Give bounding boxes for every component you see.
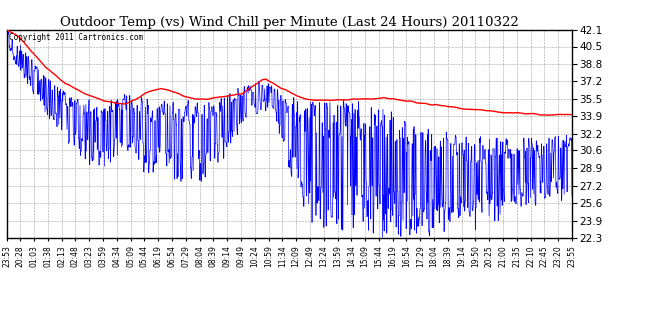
Text: Copyright 2011 Cartronics.com: Copyright 2011 Cartronics.com [9, 33, 144, 42]
Title: Outdoor Temp (vs) Wind Chill per Minute (Last 24 Hours) 20110322: Outdoor Temp (vs) Wind Chill per Minute … [60, 16, 519, 28]
